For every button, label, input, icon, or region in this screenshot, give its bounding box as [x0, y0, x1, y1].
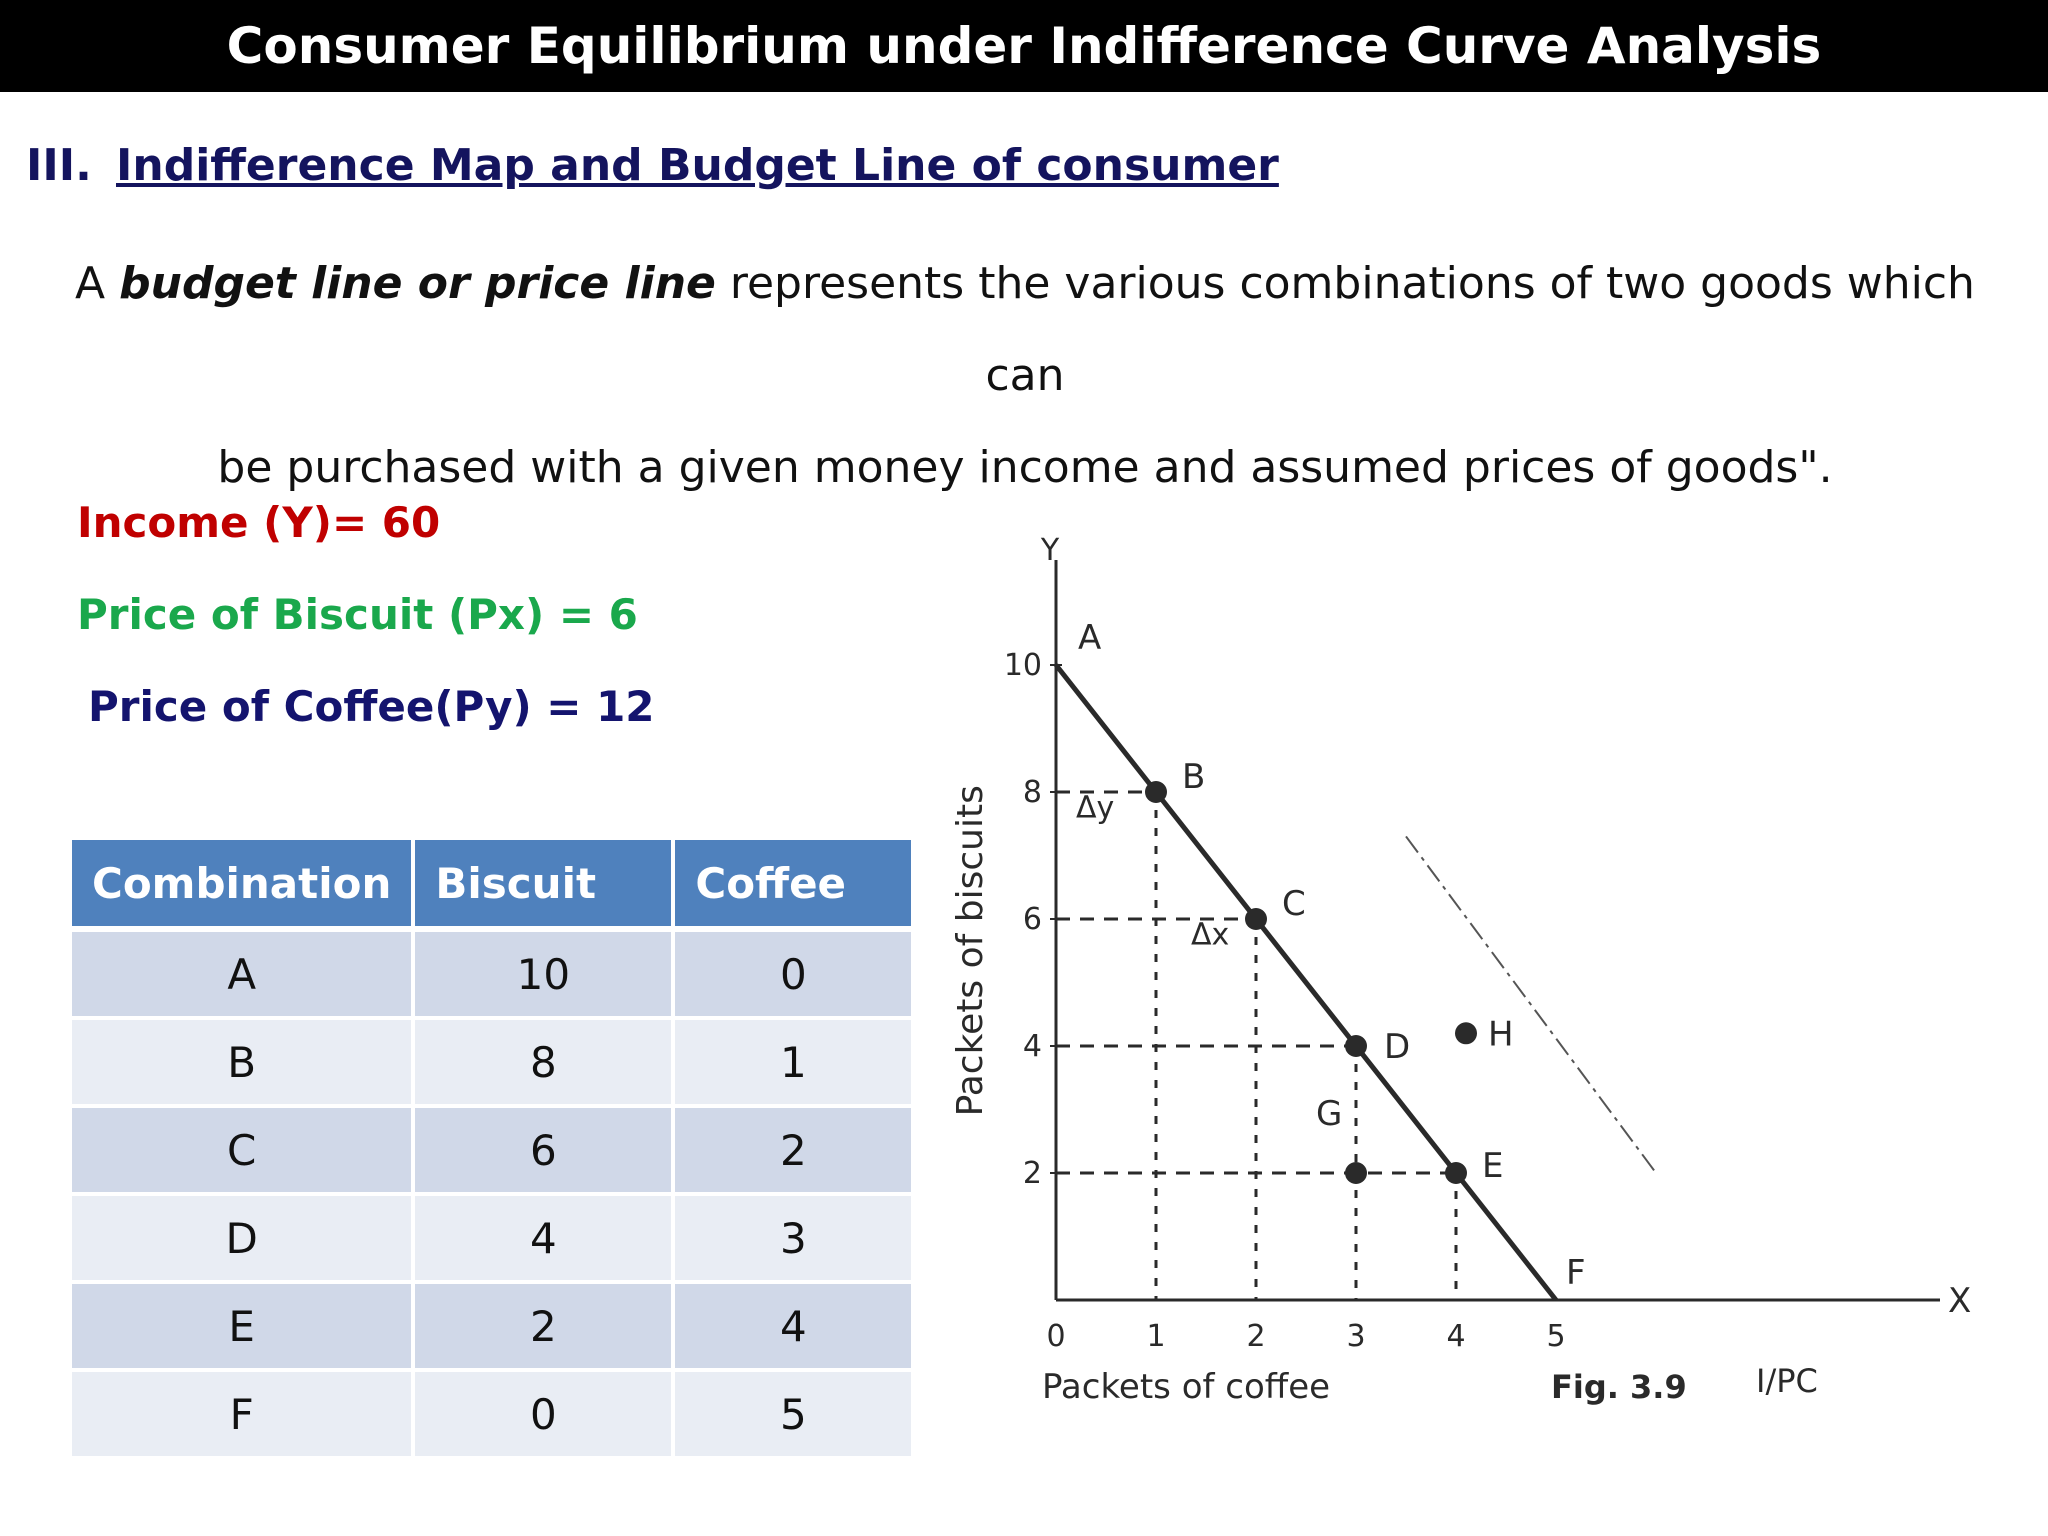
y-axis-name: Y [1040, 533, 1060, 568]
point-label: H [1488, 1014, 1514, 1054]
credit-label: I/PC [1756, 1362, 1818, 1400]
table-row: E 2 4 [67, 1280, 916, 1372]
y-tick-label: 4 [1023, 1029, 1042, 1064]
table-row: F 0 5 [67, 1368, 916, 1460]
price-coffee-label: Price of Coffee(Py) = 12 [88, 682, 655, 731]
x-tick-label: 2 [1246, 1319, 1265, 1354]
point-label: F [1566, 1253, 1586, 1293]
budget-line-definition: A budget line or price line represents t… [60, 238, 1990, 514]
combination-cell: D [67, 1192, 416, 1284]
table-row: D 4 3 [67, 1192, 916, 1284]
x-axis-label: Packets of coffee [1042, 1367, 1330, 1407]
x-tick-label: 0 [1046, 1319, 1065, 1354]
y-tick-label: 2 [1023, 1156, 1042, 1191]
x-axis-name: X [1948, 1281, 1971, 1321]
table-row: B 8 1 [67, 1016, 916, 1108]
price-biscuit-label: Price of Biscuit (Px) = 6 [77, 590, 638, 639]
definition-term: budget line or price line [119, 258, 716, 309]
y-axis-label: Packets of biscuits [950, 785, 991, 1116]
definition-line-2: be purchased with a given money income a… [217, 442, 1833, 493]
budget-line [1054, 663, 1558, 1302]
x-tick-label: 3 [1346, 1319, 1365, 1354]
combination-cell: F [67, 1368, 416, 1460]
budget-point [1345, 1035, 1367, 1057]
biscuit-cell: 0 [411, 1368, 676, 1460]
coffee-cell: 1 [671, 1016, 916, 1108]
section-number: III. [26, 140, 92, 191]
point-label: A [1078, 618, 1101, 658]
faint-line [1405, 835, 1657, 1174]
point-label: D [1384, 1027, 1410, 1067]
coffee-cell: 3 [671, 1192, 916, 1284]
combination-cell: A [67, 927, 416, 1020]
income-label: Income (Y)= 60 [77, 498, 441, 547]
section-title: Indifference Map and Budget Line of cons… [116, 140, 1279, 191]
slide-title: Consumer Equilibrium under Indifference … [0, 0, 2048, 92]
budget-line-chart: Y X 2 4 6 8 10 0 1 2 3 4 5 Packets of biscuits Packets… [950, 533, 1971, 1407]
y-tick-label: 6 [1023, 902, 1042, 937]
table-row: C 6 2 [67, 1104, 916, 1196]
column-header-combination: Combination [67, 836, 416, 932]
biscuit-cell: 8 [411, 1016, 676, 1108]
combination-cell: B [67, 1016, 416, 1108]
delta-y-label: Δy [1076, 790, 1114, 825]
combination-table: Combination Biscuit Coffee A 10 0 B 8 1 … [67, 836, 916, 1460]
combination-cell: C [67, 1104, 416, 1196]
coffee-cell: 0 [671, 927, 916, 1020]
biscuit-cell: 10 [411, 927, 676, 1020]
column-header-biscuit: Biscuit [411, 836, 676, 932]
definition-line-1: A budget line or price line represents t… [75, 258, 1975, 401]
point-g [1345, 1162, 1367, 1184]
budget-point [1245, 908, 1267, 930]
budget-point [1145, 781, 1167, 803]
delta-x-label: Δx [1191, 917, 1229, 952]
section-heading: III. Indifference Map and Budget Line of … [26, 140, 1279, 191]
budget-point [1445, 1162, 1467, 1184]
point-label: B [1182, 757, 1205, 797]
coffee-cell: 5 [671, 1368, 916, 1460]
x-tick-label: 1 [1146, 1319, 1165, 1354]
y-tick-label: 8 [1023, 775, 1042, 810]
point-h [1455, 1022, 1477, 1045]
y-tick-label: 10 [1004, 648, 1042, 683]
table-header-row: Combination Biscuit Coffee [67, 836, 916, 932]
x-tick-label: 5 [1546, 1319, 1565, 1354]
table-row: A 10 0 [67, 927, 916, 1020]
combination-cell: E [67, 1280, 416, 1372]
point-label: G [1316, 1094, 1342, 1134]
point-label: C [1282, 884, 1306, 924]
coffee-cell: 2 [671, 1104, 916, 1196]
x-tick-label: 4 [1446, 1319, 1465, 1354]
biscuit-cell: 2 [411, 1280, 676, 1372]
biscuit-cell: 4 [411, 1192, 676, 1284]
figure-label: Fig. 3.9 [1551, 1368, 1687, 1406]
biscuit-cell: 6 [411, 1104, 676, 1196]
point-label: E [1482, 1146, 1503, 1186]
column-header-coffee: Coffee [671, 836, 916, 932]
coffee-cell: 4 [671, 1280, 916, 1372]
